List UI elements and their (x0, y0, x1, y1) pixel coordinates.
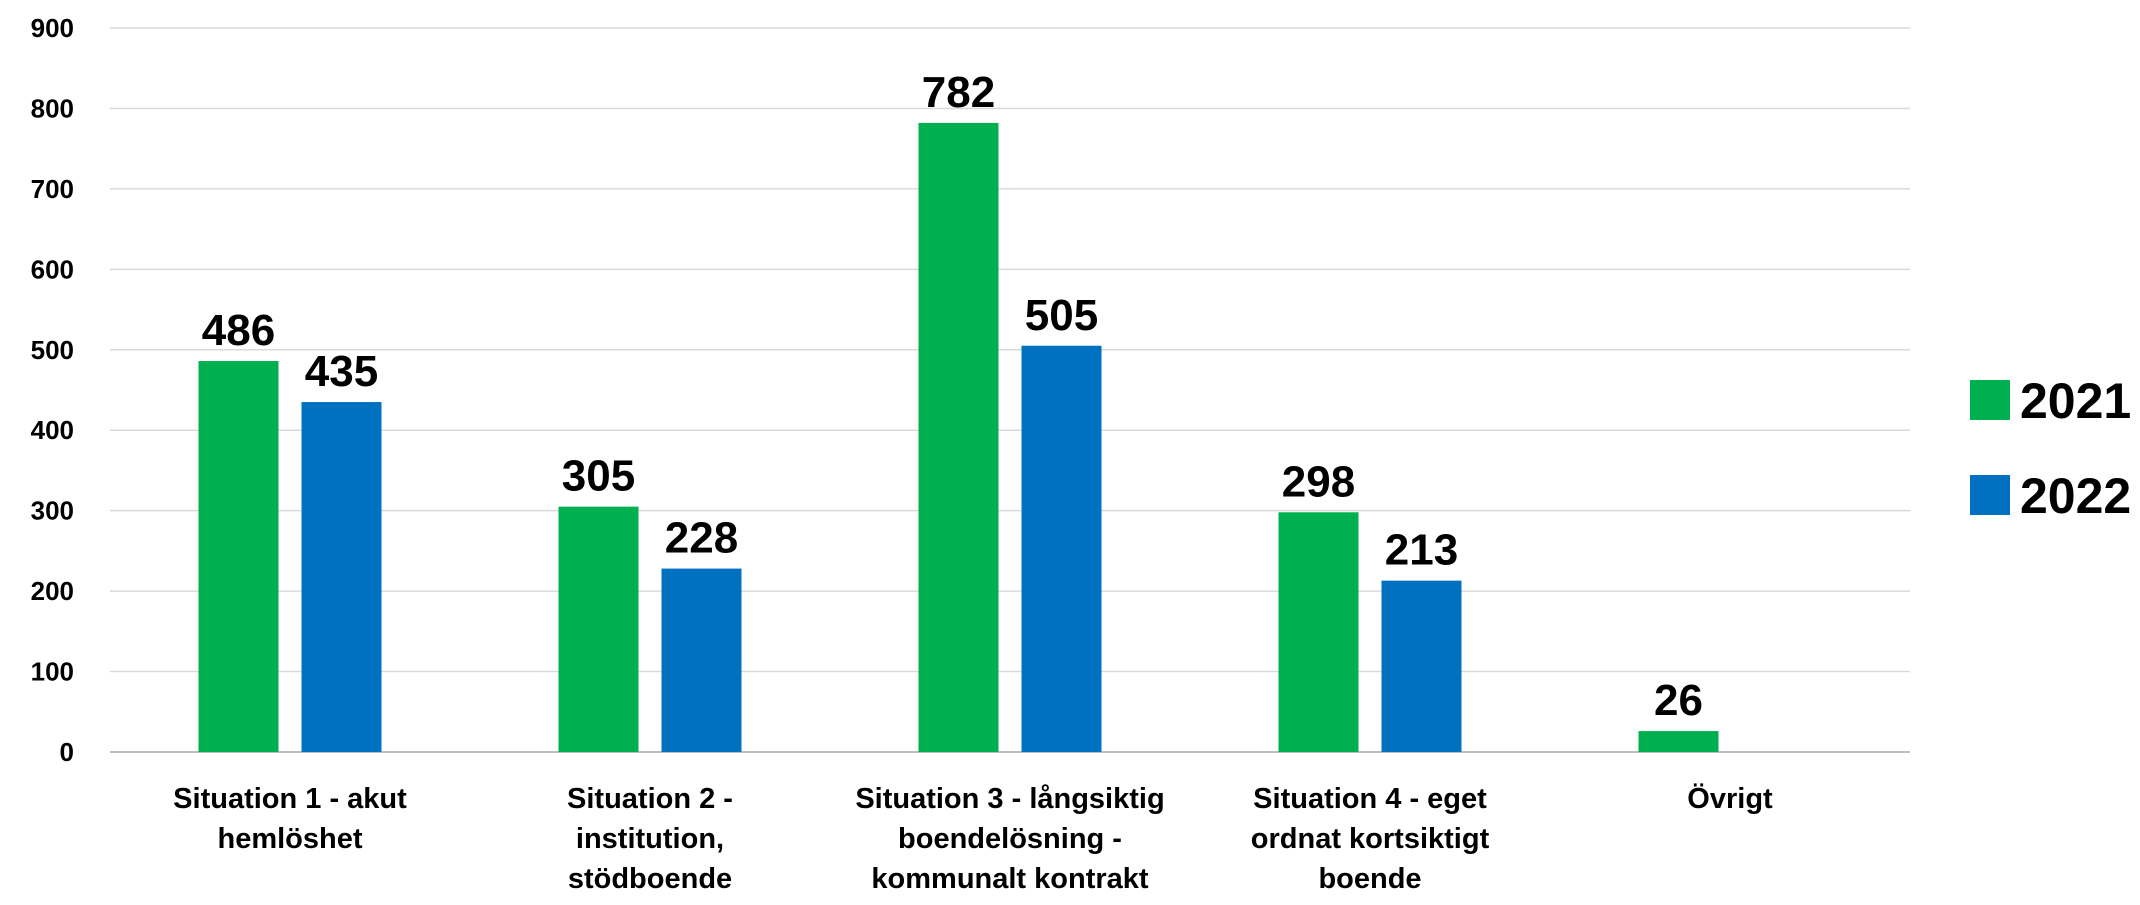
legend: 2021 2022 (1970, 373, 2131, 524)
x-axis-ticks: Situation 1 - akut hemlöshet Situation 2 -… (173, 782, 1773, 895)
data-label: 505 (1025, 291, 1098, 340)
x-tick-label: boendelösning - (898, 823, 1122, 855)
x-tick-label: Situation 1 - akut (173, 783, 407, 815)
x-tick-label: stödboende (568, 863, 732, 895)
bar-2022 (661, 568, 742, 752)
bar-2021 (198, 361, 279, 752)
y-tick-label: 400 (31, 415, 74, 445)
bar-2022 (1021, 345, 1102, 752)
legend-label: 2022 (2020, 468, 2131, 524)
data-label: 228 (665, 514, 738, 563)
bar-2022 (1381, 580, 1462, 752)
x-tick-label: hemlöshet (217, 823, 362, 855)
x-tick-label: Situation 3 - långsiktig (855, 783, 1164, 815)
y-tick-label: 500 (31, 335, 74, 365)
x-tick-label: Övrigt (1687, 782, 1773, 815)
y-tick-label: 900 (31, 13, 74, 43)
x-tick-label: institution, (576, 823, 724, 855)
bar-2021 (558, 506, 639, 752)
data-label: 435 (305, 347, 378, 396)
bar-2022 (301, 402, 382, 752)
data-label: 213 (1385, 526, 1458, 575)
data-label: 298 (1282, 457, 1355, 506)
legend-swatch-2022 (1970, 475, 2010, 515)
legend-swatch-2021 (1970, 380, 2010, 420)
legend-label: 2021 (2020, 373, 2131, 429)
bar-2021 (1638, 731, 1719, 752)
y-tick-label: 800 (31, 93, 74, 123)
y-tick-label: 600 (31, 254, 74, 284)
data-label: 486 (202, 306, 275, 355)
bar-2021 (918, 122, 999, 753)
gridlines (110, 27, 1910, 753)
x-tick-label: Situation 2 - (567, 783, 733, 815)
x-tick-label: kommunalt kontrakt (871, 863, 1148, 895)
data-label: 305 (562, 452, 635, 501)
y-tick-label: 700 (31, 174, 74, 204)
y-tick-label: 200 (31, 576, 74, 606)
x-tick-label: ordnat kortsiktigt (1251, 823, 1490, 855)
data-label: 782 (922, 68, 995, 117)
y-tick-label: 0 (60, 737, 74, 767)
y-tick-label: 300 (31, 496, 74, 526)
data-labels: 486 435 305 228 782 505 298 213 26 (202, 68, 1703, 725)
x-tick-label: Situation 4 - eget (1253, 783, 1487, 815)
bars (198, 122, 1719, 753)
y-tick-label: 100 (31, 657, 74, 687)
bar-2021 (1278, 512, 1359, 752)
data-label: 26 (1654, 676, 1703, 725)
x-tick-label: boende (1318, 863, 1421, 895)
y-axis-ticks: 0 100 200 300 400 500 600 700 800 900 (31, 13, 74, 767)
